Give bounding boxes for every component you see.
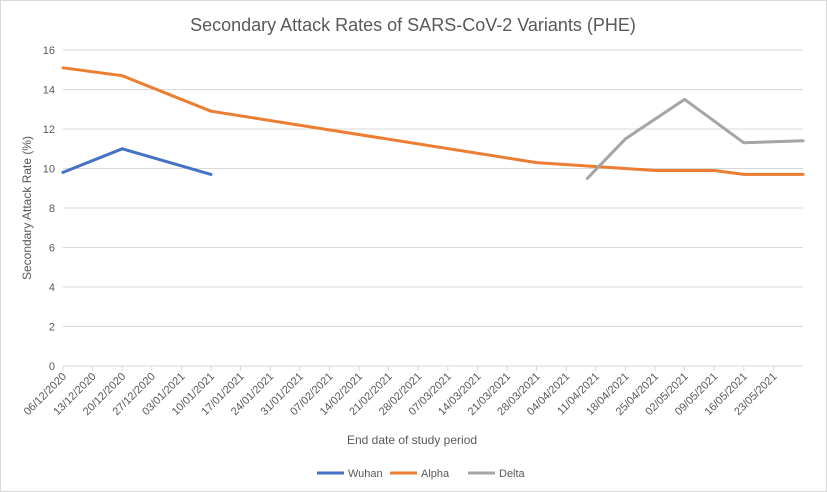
y-tick-label: 2 (49, 322, 55, 334)
legend-label: Wuhan (348, 468, 383, 480)
legend: Wuhan Alpha Delta (317, 468, 526, 480)
y-tick-label: 8 (49, 203, 55, 215)
y-axis-ticks: 0 2 4 6 8 10 12 14 16 (43, 45, 55, 373)
y-tick-label: 14 (43, 85, 55, 97)
chart-title: Secondary Attack Rates of SARS-CoV-2 Var… (190, 15, 636, 35)
y-tick-label: 10 (43, 164, 55, 176)
series-line-wuhan (61, 147, 213, 176)
y-tick-label: 16 (43, 45, 55, 57)
y-tick-label: 12 (43, 124, 55, 136)
legend-label: Alpha (421, 468, 450, 480)
series-lines (61, 66, 805, 180)
y-tick-label: 6 (49, 243, 55, 255)
y-tick-label: 0 (49, 361, 55, 373)
legend-label: Delta (499, 468, 526, 480)
y-tick-label: 4 (49, 282, 55, 294)
x-axis-ticks: 06/12/202013/12/202020/12/202027/12/2020… (22, 365, 803, 418)
series-line-delta (585, 97, 805, 180)
y-axis-title: Secondary Attack Rate (%) (20, 136, 34, 280)
x-axis-title: End date of study period (347, 433, 477, 447)
series-line-alpha (61, 66, 805, 176)
